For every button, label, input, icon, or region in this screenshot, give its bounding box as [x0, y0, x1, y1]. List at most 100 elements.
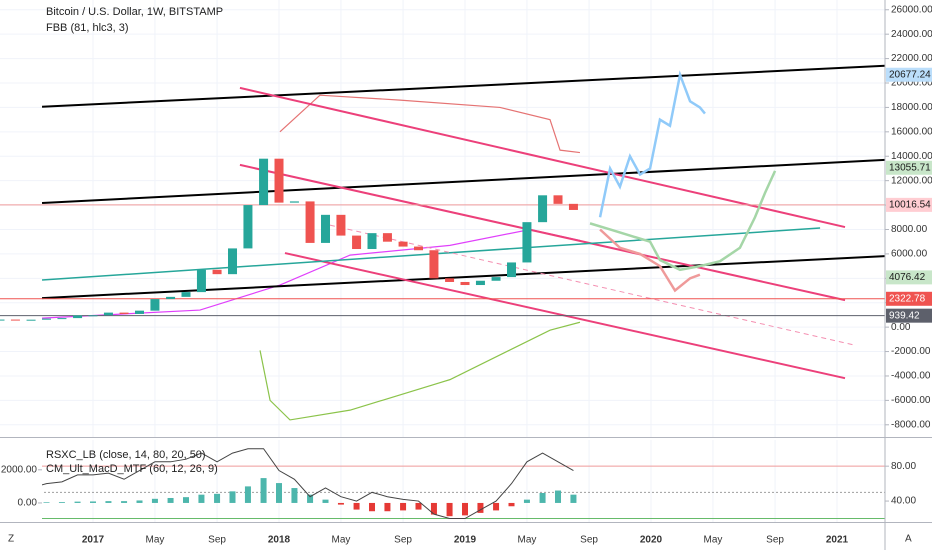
y-tick-label: -8000.00 [891, 419, 931, 430]
histogram-bar [400, 502, 407, 511]
candle [352, 235, 362, 250]
price-badge [886, 67, 932, 82]
histogram-bar [462, 502, 469, 516]
y-tick-label: 8000.00 [891, 224, 928, 235]
y-tick-label: 0.00 [18, 498, 38, 509]
projection-line [589, 170, 777, 272]
candle [42, 318, 52, 320]
candle [460, 281, 470, 286]
y-tick-label: 16000.00 [891, 126, 932, 137]
y-tick-label: -2000.00 [891, 346, 931, 357]
candle [522, 222, 532, 263]
histogram-bar [136, 500, 143, 503]
x-tick-label: Sep [394, 535, 412, 546]
candle [135, 310, 145, 314]
candle [150, 299, 160, 311]
candle [26, 319, 36, 321]
trend-line [239, 86, 846, 229]
corner-button[interactable]: Z [8, 534, 14, 545]
y-tick-label: 18000.00 [891, 102, 932, 113]
x-tick-label: 2017 [82, 535, 105, 546]
candle [475, 280, 485, 286]
price-badge-label: 2322.78 [889, 293, 926, 304]
histogram-bar [43, 502, 50, 503]
price-badge [886, 291, 932, 306]
candle [166, 296, 176, 300]
candle [568, 203, 578, 210]
histogram-bar [214, 493, 221, 503]
histogram-bar [369, 502, 376, 512]
histogram-bar [58, 502, 65, 503]
price-badge-label: 13055.71 [889, 162, 931, 173]
price-badge [886, 197, 932, 212]
y-tick-label: 0.00 [891, 322, 911, 333]
rsx-line [42, 448, 574, 520]
candle [274, 158, 284, 203]
x-tick-label: Sep [208, 535, 226, 546]
histogram-bar [322, 499, 329, 503]
candle [429, 250, 439, 279]
histogram-bar [276, 483, 283, 503]
price-badge-label: 939.42 [889, 310, 920, 321]
x-tick-label: May [703, 535, 722, 546]
y-tick-label: 14000.00 [891, 151, 932, 162]
histogram-bar [508, 502, 515, 507]
histogram-bar [121, 501, 128, 503]
candle [507, 262, 517, 278]
histogram-bar [555, 490, 562, 503]
candle [73, 315, 83, 319]
y-tick-label: 6000.00 [891, 249, 928, 260]
candle [414, 246, 424, 251]
histogram-bar [430, 502, 437, 515]
candle [553, 195, 563, 204]
candle [445, 278, 455, 282]
candle [538, 195, 548, 223]
x-tick-label: 2019 [454, 535, 477, 546]
histogram-bar [523, 499, 530, 503]
y-tick-label: -6000.00 [891, 395, 931, 406]
projection-line [599, 228, 701, 293]
candle [103, 312, 113, 316]
corner-button[interactable]: A [905, 534, 912, 545]
histogram-bar [415, 502, 422, 510]
price-badge-label: 4076.42 [889, 272, 926, 283]
candle [382, 233, 392, 242]
y-tick-label: 22000.00 [891, 53, 932, 64]
candle [0, 319, 5, 321]
histogram-bar [74, 501, 81, 503]
indicator-label: RSXC_LB (close, 14, 80, 20, 50) [46, 449, 206, 461]
indicator-label: CM_Ult_MacD_MTF (60, 12, 26, 9) [46, 463, 218, 475]
candle [321, 214, 331, 243]
y-tick-label: 12000.00 [891, 175, 932, 186]
y-tick-label: 2000.00 [1, 464, 38, 475]
y2-tick-label: 40.00 [891, 496, 916, 507]
histogram-bar [291, 488, 298, 503]
price-badge-label: 10016.54 [889, 200, 931, 211]
candle [212, 269, 222, 275]
trend-line [239, 163, 846, 302]
candle [491, 277, 501, 281]
axes: 2017 May Sep 2018 May Sep 2019 May Sep 2020 May Sep… [1, 4, 932, 546]
candle [88, 315, 98, 317]
histogram-bar [539, 493, 546, 503]
candle [181, 292, 191, 297]
price-badge-label: 20677.24 [889, 69, 931, 80]
histogram-bar [183, 497, 190, 503]
histogram-bar [477, 502, 484, 513]
trend-line [41, 255, 885, 300]
candle [243, 205, 253, 249]
histogram-bar [229, 491, 236, 503]
candle [367, 233, 377, 250]
candle [259, 158, 269, 206]
histogram-bar [353, 502, 360, 510]
indicator-label: FBB (81, hlc3, 3) [46, 22, 129, 34]
y-tick-label: 24000.00 [891, 29, 932, 40]
candle [289, 201, 299, 203]
price-pane [0, 0, 885, 437]
histogram-bar [167, 497, 174, 503]
candle [196, 269, 206, 293]
histogram-bar [151, 498, 158, 503]
x-tick-label: 2021 [826, 535, 849, 546]
histogram-bar [90, 501, 97, 503]
